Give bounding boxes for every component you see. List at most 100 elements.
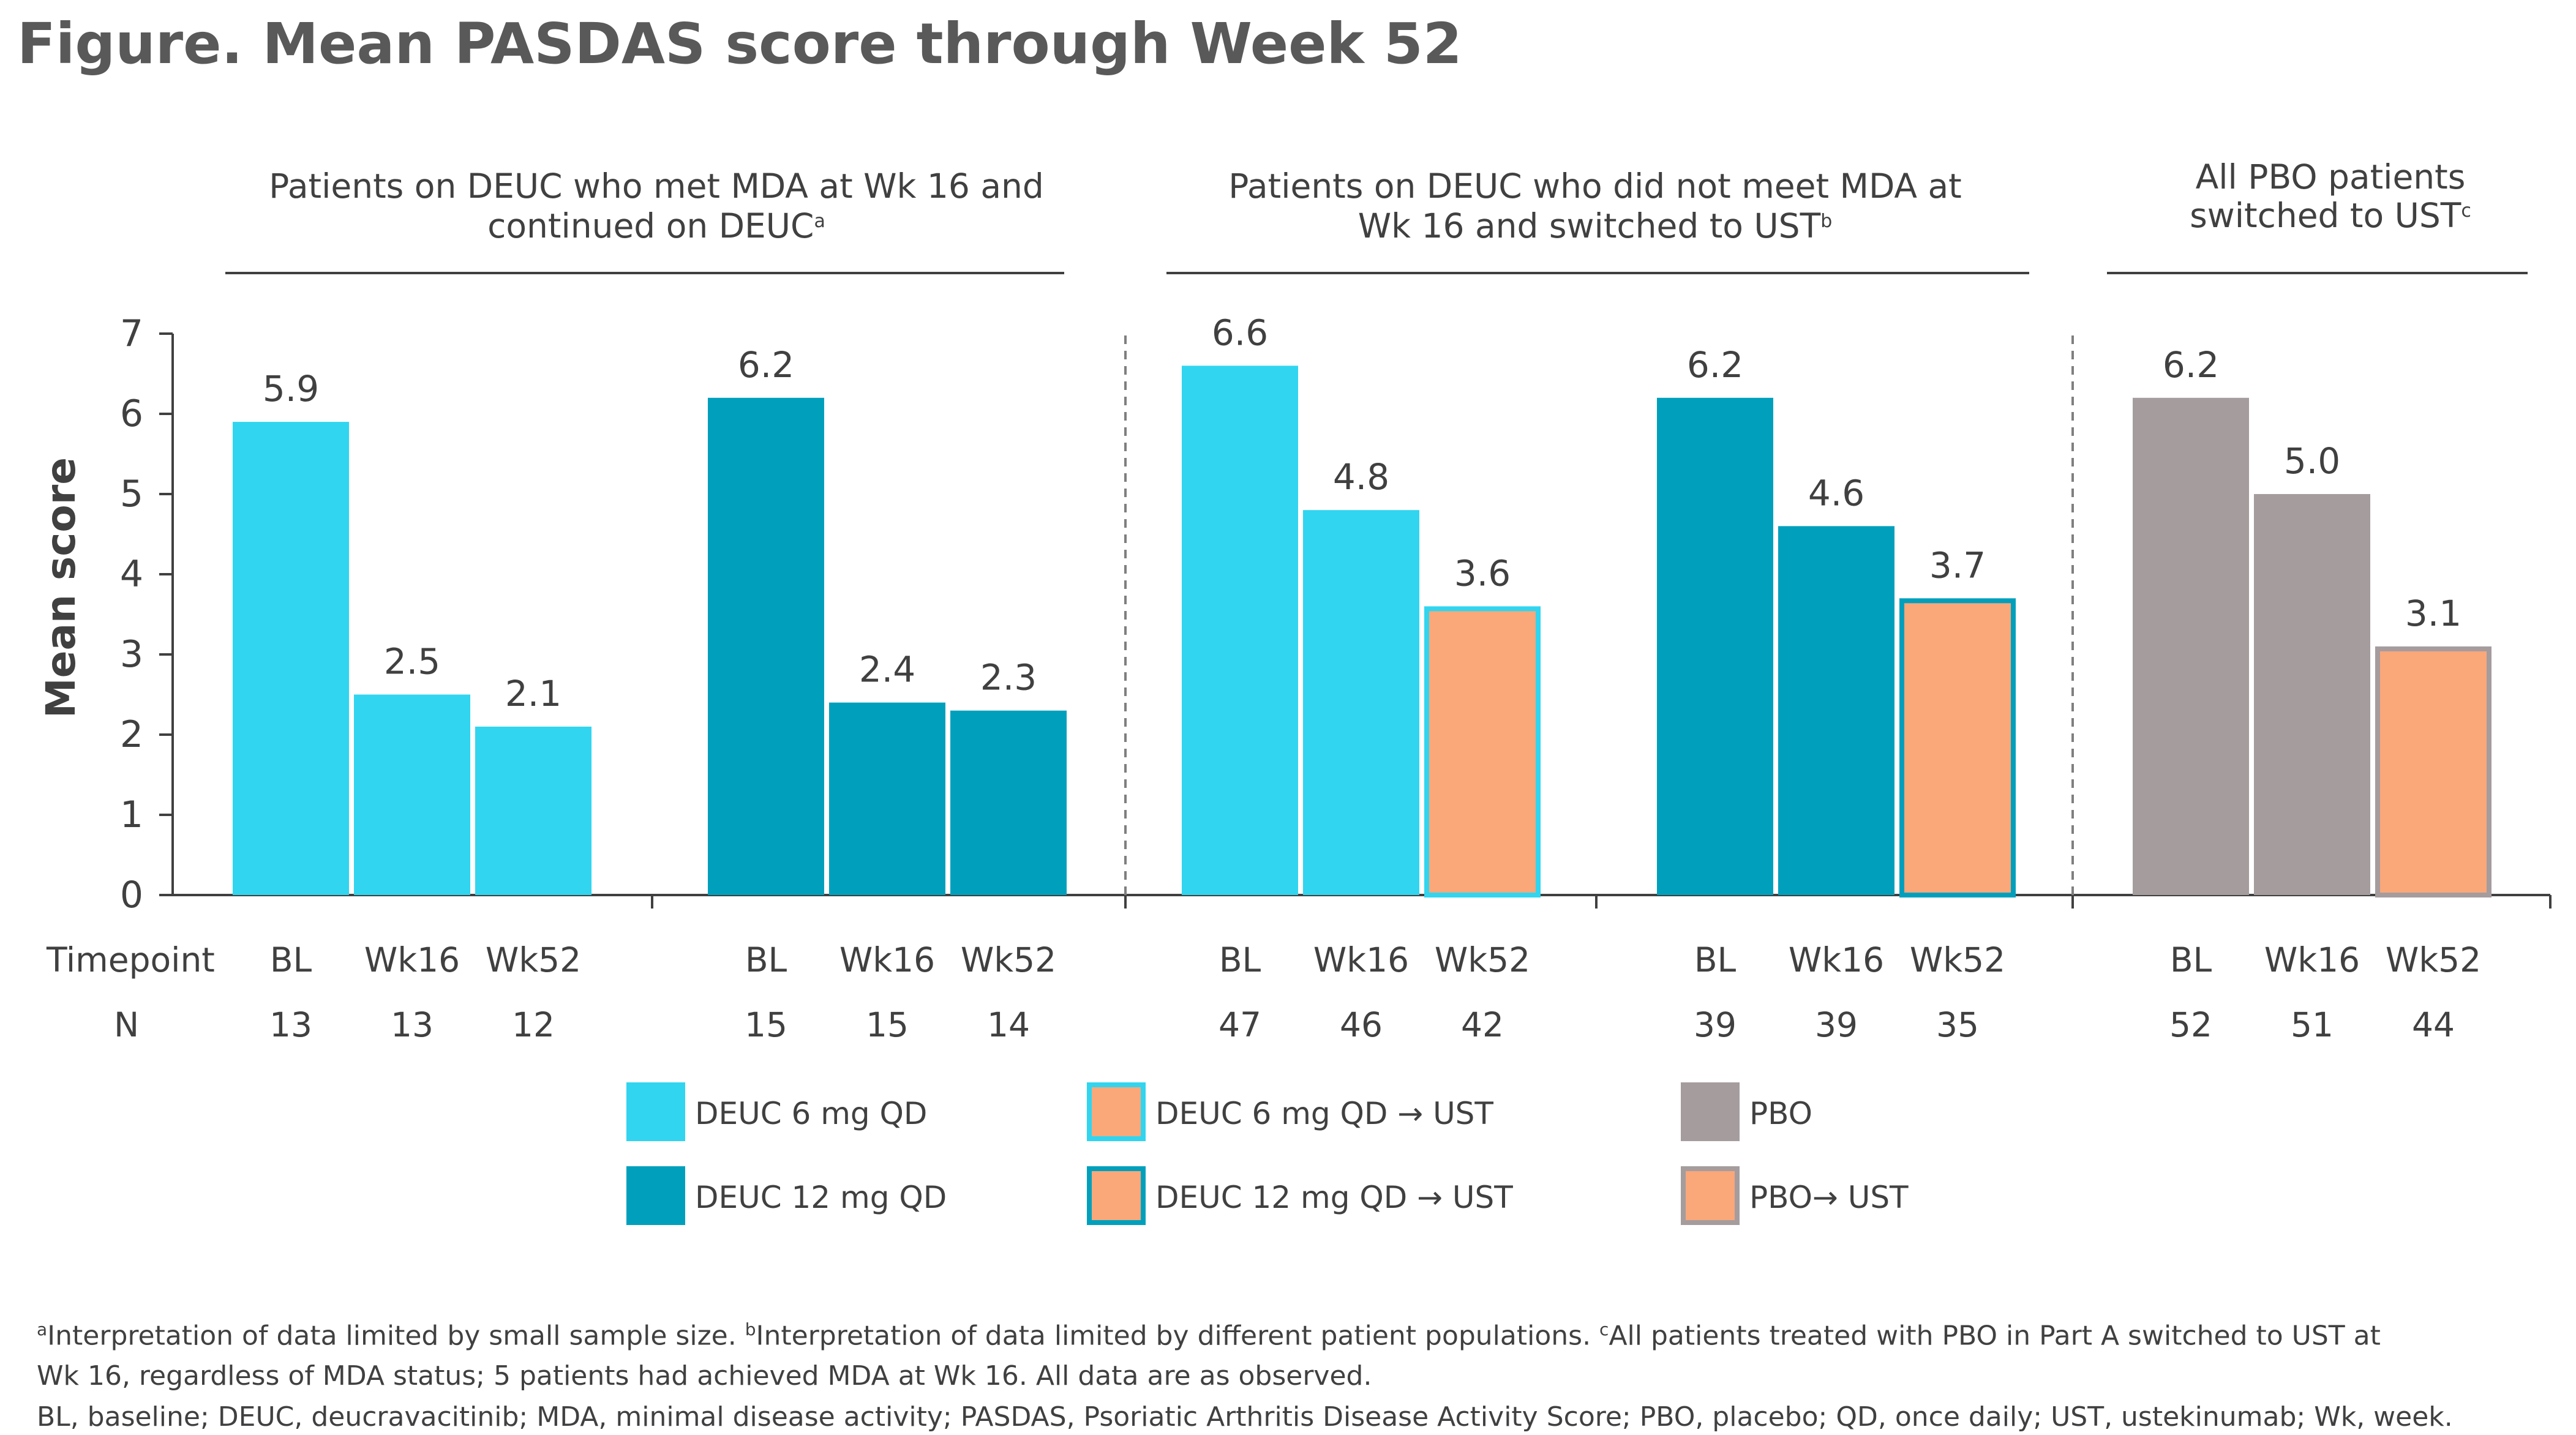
n-label: 42: [1461, 1005, 1504, 1044]
footnote-line-1: aInterpretation of data limited by small…: [37, 1319, 2381, 1352]
footnote-text: Interpretation of data limited by differ…: [756, 1320, 1600, 1352]
legend-swatch: [626, 1166, 685, 1225]
legend-label: PBO: [1749, 1096, 1812, 1131]
n-label: 44: [2412, 1005, 2455, 1044]
bar-value-label: 2.3: [980, 657, 1037, 699]
y-tick-label: 4: [120, 553, 143, 596]
legend-swatch: [1681, 1166, 1740, 1225]
group-header-text: switched to USTc: [2190, 196, 2471, 235]
bar-value-label: 5.0: [2284, 440, 2340, 482]
bar-value-label: 3.1: [2405, 593, 2461, 634]
y-axis-label: Mean score: [37, 457, 84, 718]
timepoint-row-label: Timepoint: [46, 940, 215, 980]
legend-label: DEUC 6 mg QD: [695, 1096, 927, 1131]
y-tick-label: 0: [120, 874, 143, 916]
timepoint-label: Wk52: [1435, 940, 1530, 980]
bar-value-label: 2.4: [859, 649, 915, 691]
n-label: 15: [866, 1005, 909, 1044]
footnote-marker: b: [1820, 211, 1832, 232]
bar-value-label: 6.6: [1212, 312, 1268, 353]
timepoint-label: Wk16: [839, 940, 935, 980]
bar: [354, 694, 470, 895]
group-header-text: continued on DEUCa: [487, 206, 825, 245]
group-header-text: Wk 16 and switched to USTb: [1358, 206, 1832, 245]
timepoint-label: Wk16: [1789, 940, 1884, 980]
bar: [2254, 494, 2370, 895]
footnote-marker: a: [37, 1319, 48, 1339]
n-label: 39: [1694, 1005, 1737, 1044]
timepoint-label: BL: [1219, 940, 1261, 980]
footnote-marker: a: [814, 211, 825, 232]
footnote-line-3: BL, baseline; DEUC, deucravacitinib; MDA…: [37, 1401, 2453, 1433]
footnote-marker: c: [1599, 1319, 1609, 1339]
bar-value-label: 4.8: [1333, 456, 1389, 498]
bar: [1778, 526, 1894, 895]
timepoint-label: Wk16: [364, 940, 460, 980]
timepoint-label: BL: [745, 940, 787, 980]
timepoint-label: BL: [1694, 940, 1737, 980]
bar-value-label: 2.1: [505, 673, 561, 714]
bar-value-label: 5.9: [263, 368, 319, 410]
n-row-label: N: [114, 1005, 139, 1044]
group-header-text: All PBO patients: [2196, 157, 2466, 197]
n-label: 13: [391, 1005, 434, 1044]
legend-swatch: [1087, 1166, 1146, 1225]
bar: [2133, 397, 2249, 895]
bar: [708, 397, 824, 895]
legend-swatch: [1087, 1082, 1146, 1141]
y-tick-label: 3: [120, 633, 143, 676]
timepoint-label: Wk52: [2386, 940, 2481, 980]
footnote-text: Interpretation of data limited by small …: [47, 1320, 745, 1352]
bar: [829, 702, 945, 895]
n-label: 14: [987, 1005, 1030, 1044]
bar-value-label: 4.6: [1808, 472, 1864, 514]
y-tick-label: 5: [120, 473, 143, 515]
timepoint-label: Wk52: [1910, 940, 2005, 980]
y-tick-label: 1: [120, 793, 143, 836]
bar: [2375, 646, 2492, 898]
n-label: 13: [269, 1005, 312, 1044]
bar: [950, 710, 1067, 895]
page-title: Figure. Mean PASDAS score through Week 5…: [17, 11, 1462, 77]
timepoint-label: BL: [2170, 940, 2212, 980]
bar-value-label: 3.7: [1929, 544, 1986, 586]
bar-value-label: 6.2: [1687, 344, 1743, 386]
bar: [233, 422, 349, 895]
y-tick-label: 6: [120, 392, 143, 435]
y-tick-label: 7: [120, 312, 143, 355]
bar: [1424, 606, 1541, 898]
bar: [1657, 397, 1773, 895]
bar: [1899, 598, 2016, 897]
group-header-text: Patients on DEUC who did not meet MDA at: [1228, 167, 1962, 206]
footnote-marker: b: [745, 1319, 756, 1339]
n-label: 47: [1219, 1005, 1261, 1044]
bar-value-label: 6.2: [738, 344, 794, 386]
footnote-text: All patients treated with PBO in Part A …: [1609, 1320, 2381, 1352]
legend-label: DEUC 12 mg QD: [695, 1180, 947, 1215]
n-label: 46: [1340, 1005, 1383, 1044]
timepoint-label: Wk52: [961, 940, 1056, 980]
footnote-line-2: Wk 16, regardless of MDA status; 5 patie…: [37, 1360, 1372, 1392]
legend-label: PBO→ UST: [1749, 1180, 1909, 1215]
bar-value-label: 3.6: [1454, 552, 1511, 594]
legend-label: DEUC 12 mg QD → UST: [1155, 1180, 1513, 1215]
timepoint-label: Wk16: [1313, 940, 1409, 980]
bar-value-label: 2.5: [384, 641, 440, 683]
timepoint-label: Wk16: [2264, 940, 2360, 980]
n-label: 35: [1936, 1005, 1979, 1044]
timepoint-label: BL: [270, 940, 312, 980]
group-header-text: Patients on DEUC who met MDA at Wk 16 an…: [269, 167, 1044, 206]
legend-swatch: [1681, 1082, 1740, 1141]
legend-swatch: [626, 1082, 685, 1141]
legend-label: DEUC 6 mg QD → UST: [1155, 1096, 1493, 1131]
n-label: 15: [745, 1005, 787, 1044]
bar: [475, 726, 591, 895]
n-label: 12: [512, 1005, 555, 1044]
n-label: 39: [1815, 1005, 1858, 1044]
bar: [1182, 365, 1298, 895]
bar: [1303, 510, 1419, 895]
footnote-marker: c: [2461, 200, 2471, 222]
bar-value-label: 6.2: [2163, 344, 2219, 386]
n-label: 51: [2291, 1005, 2334, 1044]
